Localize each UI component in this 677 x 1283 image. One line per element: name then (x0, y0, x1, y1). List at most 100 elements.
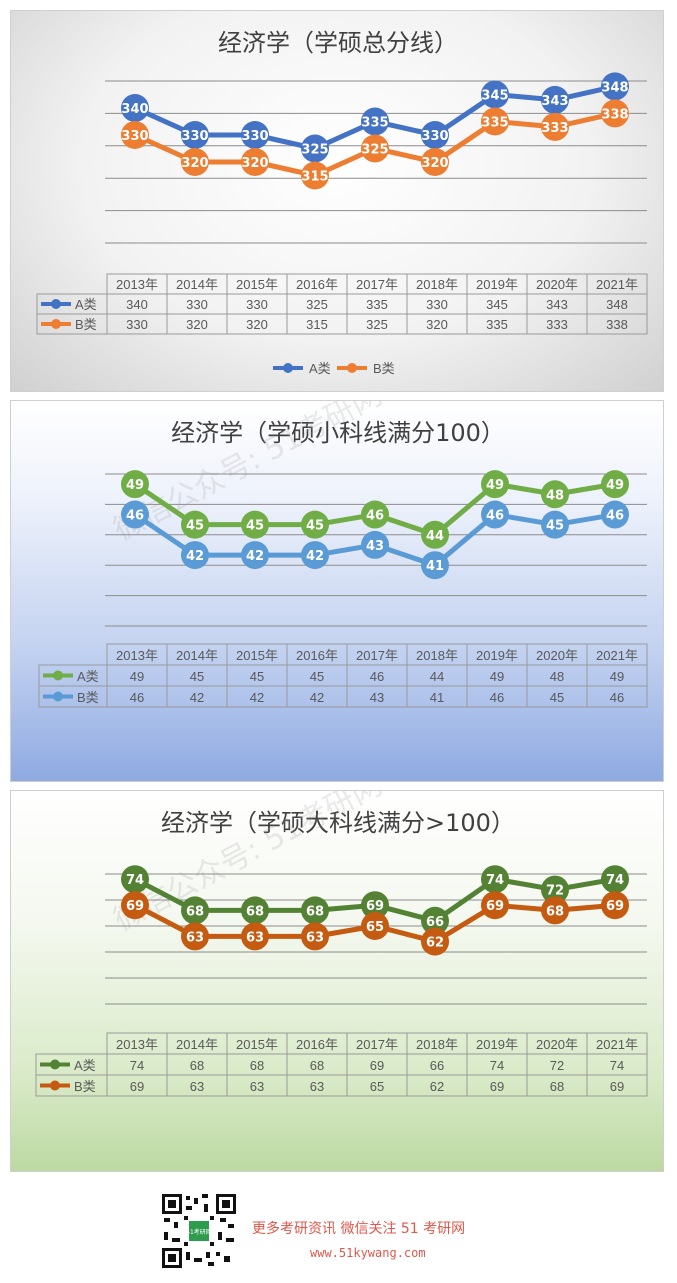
data-label: 49 (126, 478, 144, 493)
table-cell: 325 (306, 297, 328, 312)
legend-label: B类 (373, 361, 395, 376)
table-cell: 46 (610, 690, 624, 705)
data-label: 46 (126, 509, 144, 524)
data-label: 44 (426, 529, 444, 544)
data-point (361, 912, 389, 940)
table-header-cell: 2019年 (476, 648, 518, 663)
table-cell: 68 (550, 1079, 564, 1094)
table-header-cell: 2017年 (356, 648, 398, 663)
data-point (541, 480, 569, 509)
data-point (481, 500, 509, 529)
table-row-header: B类 (77, 690, 99, 705)
table-cell: 330 (246, 297, 268, 312)
table-header-cell: 2016年 (296, 277, 338, 292)
data-label: 330 (121, 129, 148, 144)
table-header-cell: 2017年 (356, 1037, 398, 1052)
table-cell: 338 (606, 317, 628, 332)
data-label: 330 (421, 129, 448, 144)
table-header-cell: 2019年 (476, 1037, 518, 1052)
table-cell: 45 (190, 669, 204, 684)
data-label: 43 (366, 539, 384, 554)
data-label: 49 (486, 478, 504, 493)
data-label: 63 (306, 930, 324, 945)
data-point (481, 80, 509, 109)
data-point (121, 94, 149, 122)
table-header-cell: 2020年 (536, 648, 578, 663)
chart-title: 经济学（学硕小科线满分100） (171, 419, 505, 447)
data-point (241, 121, 269, 149)
data-point (301, 510, 329, 539)
footer-url-link[interactable]: www.51kywang.com (310, 1246, 426, 1260)
table-header-cell: 2019年 (476, 277, 518, 292)
data-point (181, 121, 209, 149)
qr-code-icon[interactable]: 51考研网 (160, 1192, 238, 1270)
table-legend-marker (53, 670, 63, 681)
data-point (541, 896, 569, 925)
table-header-cell: 2021年 (596, 648, 638, 663)
data-label: 65 (366, 920, 384, 935)
data-point (241, 541, 269, 570)
legend-label: A类 (309, 361, 331, 376)
data-point (241, 510, 269, 539)
table-cell: 65 (370, 1079, 384, 1094)
data-label: 69 (606, 899, 624, 914)
table-cell: 46 (490, 690, 504, 705)
data-point (301, 896, 329, 925)
data-point (181, 541, 209, 570)
table-header-cell: 2015年 (236, 648, 278, 663)
table-cell: 66 (430, 1058, 444, 1073)
table-cell: 63 (190, 1079, 204, 1094)
data-point (241, 896, 269, 925)
legend-marker (283, 363, 293, 373)
table-cell: 69 (610, 1079, 624, 1094)
chart-title: 经济学（学硕大科线满分>100） (161, 809, 515, 837)
table-cell: 69 (130, 1079, 144, 1094)
table-cell: 42 (310, 690, 324, 705)
data-label: 343 (541, 94, 568, 109)
data-label: 338 (601, 107, 628, 122)
data-point (121, 865, 149, 894)
table-header-cell: 2015年 (236, 277, 278, 292)
chart-panel-small-subject: 经济学（学硕小科线满分100） 微信公众号: 51考研网 49 45 45 45 46 44 4… (10, 400, 664, 782)
table-cell: 72 (550, 1058, 564, 1073)
data-point (421, 551, 449, 580)
data-label: 320 (421, 156, 448, 171)
data-label: 63 (246, 930, 264, 945)
table-cell: 333 (546, 317, 568, 332)
data-label: 42 (246, 549, 264, 564)
data-point (361, 891, 389, 920)
table-row-header: A类 (74, 1058, 96, 1073)
data-point (601, 865, 629, 894)
table-header-cell: 2014年 (176, 1037, 218, 1052)
table-legend-marker (50, 1059, 60, 1070)
table-cell: 320 (186, 317, 208, 332)
table-cell: 45 (550, 690, 564, 705)
data-label: 45 (246, 519, 264, 534)
table-cell: 41 (430, 690, 444, 705)
table-cell: 46 (370, 669, 384, 684)
data-label: 330 (241, 129, 268, 144)
data-point (481, 865, 509, 894)
data-point (541, 112, 569, 141)
table-legend-marker (53, 691, 63, 702)
table-cell: 63 (310, 1079, 324, 1094)
data-label: 48 (546, 488, 564, 503)
data-point (121, 500, 149, 529)
data-point (421, 927, 449, 956)
table-cell: 68 (250, 1058, 264, 1073)
data-label: 340 (121, 102, 148, 117)
data-point (121, 470, 149, 499)
table-cell: 68 (190, 1058, 204, 1073)
table-legend-marker (50, 1080, 60, 1091)
data-point (421, 121, 449, 149)
table-header-cell: 2014年 (176, 648, 218, 663)
data-label: 69 (126, 899, 144, 914)
table-cell: 49 (130, 669, 144, 684)
data-point (421, 148, 449, 176)
table-header-cell: 2018年 (416, 1037, 458, 1052)
table-cell: 74 (610, 1058, 624, 1073)
data-label: 68 (546, 904, 564, 919)
data-point (541, 510, 569, 539)
data-label: 335 (481, 116, 508, 131)
data-point (301, 541, 329, 570)
